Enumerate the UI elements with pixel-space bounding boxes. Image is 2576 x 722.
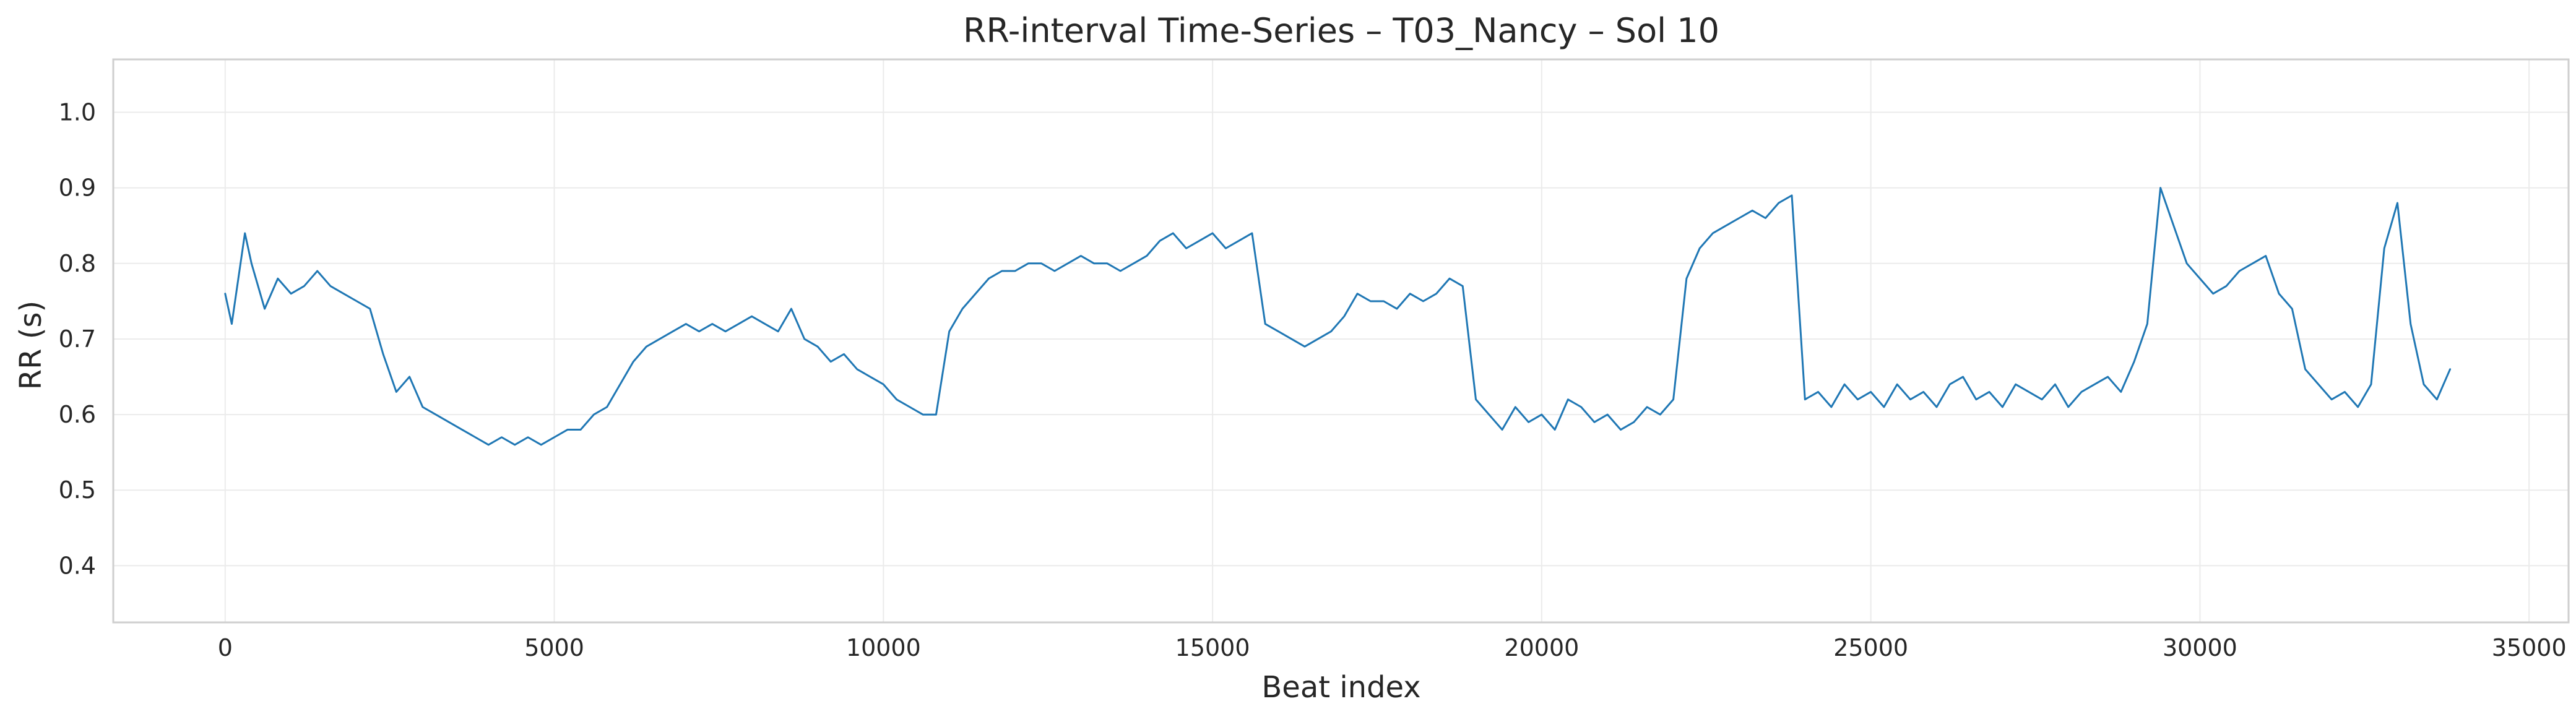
y-axis-label: RR (s) bbox=[14, 301, 48, 390]
x-axis-ticks: 0 5000 10000 15000 20000 25000 30000 35000 bbox=[218, 634, 2567, 661]
y-tick-label: 0.4 bbox=[59, 552, 96, 579]
x-axis-label: Beat index bbox=[1261, 670, 1420, 705]
y-tick-label: 0.5 bbox=[59, 476, 96, 504]
gridlines bbox=[113, 59, 2569, 622]
x-tick-label: 20000 bbox=[1504, 634, 1579, 661]
x-tick-label: 30000 bbox=[2163, 634, 2237, 661]
x-tick-label: 5000 bbox=[524, 634, 584, 661]
y-tick-label: 1.0 bbox=[59, 99, 96, 126]
rr-series-line bbox=[224, 187, 2452, 446]
plot-frame bbox=[112, 58, 2570, 624]
chart-title: RR-interval Time-Series – T03_Nancy – So… bbox=[963, 11, 1719, 50]
x-tick-label: 35000 bbox=[2492, 634, 2567, 661]
x-tick-label: 0 bbox=[218, 634, 233, 661]
y-tick-label: 0.9 bbox=[59, 174, 96, 202]
x-tick-label: 15000 bbox=[1175, 634, 1250, 661]
series-layer bbox=[224, 187, 2452, 446]
y-tick-label: 0.6 bbox=[59, 401, 96, 428]
y-axis-ticks: 0.4 0.5 0.6 0.7 0.8 0.9 1.0 bbox=[59, 99, 96, 580]
y-tick-label: 0.7 bbox=[59, 325, 96, 353]
x-tick-label: 25000 bbox=[1833, 634, 1908, 661]
y-tick-label: 0.8 bbox=[59, 250, 96, 277]
x-tick-label: 10000 bbox=[846, 634, 921, 661]
